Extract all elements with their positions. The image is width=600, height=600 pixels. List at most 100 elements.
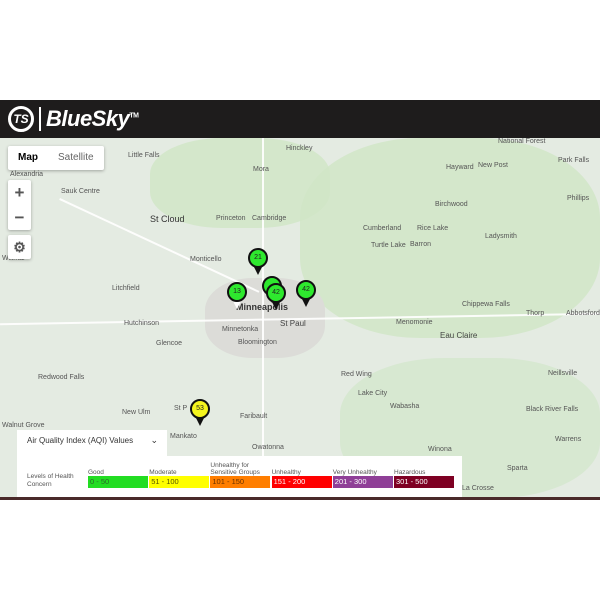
aqi-category-range: 101 - 150 <box>210 476 271 488</box>
aqi-marker[interactable]: 42 <box>266 283 286 311</box>
map-label: National Forest <box>498 138 546 145</box>
map-label: St Cloud <box>150 214 185 224</box>
zoom-out-button[interactable]: − <box>14 208 25 227</box>
map-label: Monticello <box>190 256 222 263</box>
map-canvas[interactable]: Little Falls Hinckley Mora Alexandria Sa… <box>0 138 600 498</box>
map-label: New Post <box>478 162 508 169</box>
marker-value: 21 <box>248 248 268 268</box>
aqi-marker[interactable]: 42 <box>296 280 316 308</box>
map-label: Redwood Falls <box>38 374 85 381</box>
map-label: Park Falls <box>558 157 590 164</box>
forest-area <box>300 138 600 338</box>
aqi-category-range: 0 - 50 <box>88 476 148 488</box>
map-label: La Crosse <box>462 485 494 492</box>
aqi-category-range: 151 - 200 <box>271 476 332 488</box>
app-header: TS BlueSkyTM <box>0 100 600 138</box>
map-label: Warrens <box>555 436 582 443</box>
aqi-category-name: Moderate <box>149 469 177 476</box>
map-label: Birchwood <box>435 201 468 208</box>
zoom-in-button[interactable]: + <box>14 183 25 202</box>
aqi-category-name: Unhealthy for Sensitive Groups <box>210 462 260 476</box>
trademark: TM <box>129 112 139 120</box>
marker-value: 53 <box>190 399 210 419</box>
aqi-category-name: Good <box>88 469 104 476</box>
map-label: St Paul <box>280 319 306 328</box>
map-type-control: Map Satellite <box>8 146 104 170</box>
map-label: Cumberland <box>363 225 402 232</box>
map-label: Glencoe <box>156 340 183 347</box>
aqi-category: Unhealthy 151 - 200 <box>271 458 332 488</box>
aqi-legend-panel: Levels of Health Concern Good 0 - 50 Moder… <box>17 456 462 497</box>
aqi-category-name: Hazardous <box>394 469 426 476</box>
map-label: Litchfield <box>112 285 140 292</box>
bottom-bar <box>0 497 600 500</box>
map-label: Faribault <box>240 413 268 420</box>
map-label: Hinckley <box>286 145 313 152</box>
map-label: New Ulm <box>122 409 151 416</box>
map-label: Bloomington <box>238 339 277 346</box>
map-label: Abbotsford <box>566 310 600 317</box>
aqi-marker[interactable]: 21 <box>248 248 268 276</box>
aqi-category-name: Unhealthy <box>271 469 301 476</box>
marker-value: 42 <box>296 280 316 300</box>
map-label: Turtle Lake <box>371 242 406 249</box>
aqi-category-range: 301 - 500 <box>394 476 454 488</box>
map-label: Princeton <box>216 215 246 222</box>
map-label: Little Falls <box>128 152 160 159</box>
map-label: Phillips <box>567 195 590 202</box>
map-label: Chippewa Falls <box>462 301 510 308</box>
aqi-legend-title: Air Quality Index (AQI) Values <box>27 436 134 445</box>
aqi-category: Moderate 51 - 100 <box>149 458 210 488</box>
map-label: Ladysmith <box>485 233 517 240</box>
map-label: St P <box>174 405 188 412</box>
zoom-control: + − <box>8 180 31 230</box>
map-label: Sparta <box>507 465 528 472</box>
aqi-category-range: 201 - 300 <box>332 476 393 488</box>
map-label: Hutchinson <box>124 320 160 327</box>
map-label: Winona <box>428 446 452 453</box>
aqi-category: Good 0 - 50 <box>88 458 148 488</box>
chevron-down-icon[interactable]: ⌄ <box>150 435 158 445</box>
map-label: Sauk Centre <box>61 188 100 195</box>
map-label: Minnetonka <box>222 326 259 333</box>
map-label: Neillsville <box>548 370 578 377</box>
aqi-category-range: 51 - 100 <box>149 476 210 488</box>
map-label: Black River Falls <box>526 406 579 413</box>
map-label: Cambridge <box>252 215 287 222</box>
gear-icon: ⚙ <box>13 239 26 255</box>
marker-value: 13 <box>227 282 247 302</box>
road <box>262 138 264 498</box>
map-label: Menomonie <box>396 319 433 326</box>
levels-label: Levels of Health Concern <box>27 473 74 488</box>
satellite-view-button[interactable]: Satellite <box>58 152 94 163</box>
map-label: Wabasha <box>390 403 420 410</box>
aqi-marker[interactable]: 13 <box>227 282 247 310</box>
aqi-category: Unhealthy for Sensitive Groups 101 - 150 <box>210 458 271 488</box>
forest-area <box>150 138 330 228</box>
map-label: Owatonna <box>252 444 284 451</box>
map-label: Thorp <box>526 310 545 317</box>
aqi-legend-header[interactable]: Air Quality Index (AQI) Values ⌄ <box>17 430 167 458</box>
aqi-category-name: Very Unhealthy <box>332 469 377 476</box>
logo-divider <box>39 107 41 131</box>
map-view-button[interactable]: Map <box>18 152 38 163</box>
map-label: Eau Claire <box>440 331 478 340</box>
brand-name: BlueSky <box>46 106 130 131</box>
marker-value: 42 <box>266 283 286 303</box>
map-label: Walnut Grove <box>2 422 45 429</box>
aqi-category: Very Unhealthy 201 - 300 <box>332 458 393 488</box>
map-label: Mankato <box>170 433 197 440</box>
map-label: Minneapolis <box>236 302 289 312</box>
map-label: Alexandria <box>10 171 44 178</box>
map-label: Hayward <box>446 164 474 171</box>
aqi-category: Hazardous 301 - 500 <box>394 458 454 488</box>
map-label: Rice Lake <box>417 225 449 232</box>
map-label: Mora <box>253 166 269 173</box>
tsi-logo: TS <box>8 106 34 132</box>
map-label: Barron <box>410 241 432 248</box>
bluesky-logo: BlueSkyTM <box>46 106 139 132</box>
map-label: Lake City <box>358 390 388 397</box>
map-label: Red Wing <box>341 371 372 378</box>
aqi-marker[interactable]: 53 <box>190 399 210 427</box>
settings-button[interactable]: ⚙ <box>8 235 31 259</box>
